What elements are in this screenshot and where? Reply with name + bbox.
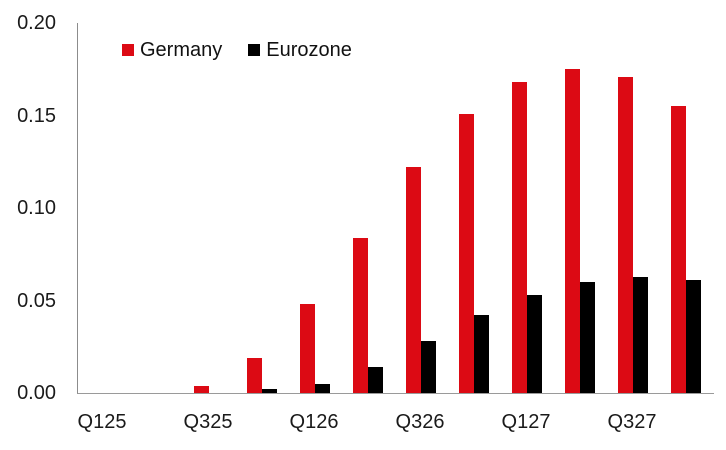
legend-item-germany: Germany — [122, 40, 222, 60]
bar-germany-q327 — [618, 76, 633, 393]
bar-germany-q227 — [565, 69, 580, 393]
bar-eurozone-q327 — [633, 276, 648, 393]
bar-eurozone-q425 — [262, 389, 277, 393]
x-tick-label: Q327 — [607, 411, 657, 433]
y-tick-label: 0.05 — [17, 289, 56, 312]
bar-eurozone-q427 — [686, 280, 701, 393]
x-tick-label: Q126 — [289, 411, 339, 433]
legend: Germany Eurozone — [122, 40, 352, 60]
bar-germany-q425 — [247, 357, 262, 393]
legend-swatch-icon — [122, 44, 134, 56]
bar-germany-q126 — [300, 304, 315, 393]
bar-eurozone-q227 — [580, 282, 595, 393]
bar-eurozone-q426 — [474, 315, 489, 393]
legend-label: Germany — [140, 39, 223, 61]
plot-area: Germany Eurozone — [77, 23, 714, 394]
x-tick-label: Q326 — [395, 411, 445, 433]
x-tick-label: Q325 — [183, 411, 233, 433]
legend-item-eurozone: Eurozone — [248, 40, 352, 60]
legend-swatch-icon — [248, 44, 261, 56]
x-tick-label: Q125 — [77, 411, 127, 433]
bar-eurozone-q226 — [368, 367, 383, 393]
bar-eurozone-q127 — [527, 295, 542, 393]
bar-germany-q325 — [194, 385, 209, 393]
y-tick-label: 0.10 — [17, 197, 56, 219]
bar-eurozone-q326 — [421, 341, 436, 393]
legend-label: Eurozone — [266, 39, 352, 61]
y-tick-label: 0.20 — [17, 12, 56, 34]
bar-germany-q127 — [512, 82, 527, 393]
bar-germany-q326 — [406, 167, 421, 393]
y-tick-label: 0.00 — [17, 382, 56, 404]
bar-germany-q226 — [353, 237, 368, 393]
y-tick-label: 0.15 — [17, 104, 56, 127]
bar-germany-q426 — [459, 113, 474, 393]
bar-germany-q427 — [671, 106, 686, 393]
bar-eurozone-q126 — [315, 383, 330, 393]
x-tick-label: Q127 — [501, 411, 551, 433]
